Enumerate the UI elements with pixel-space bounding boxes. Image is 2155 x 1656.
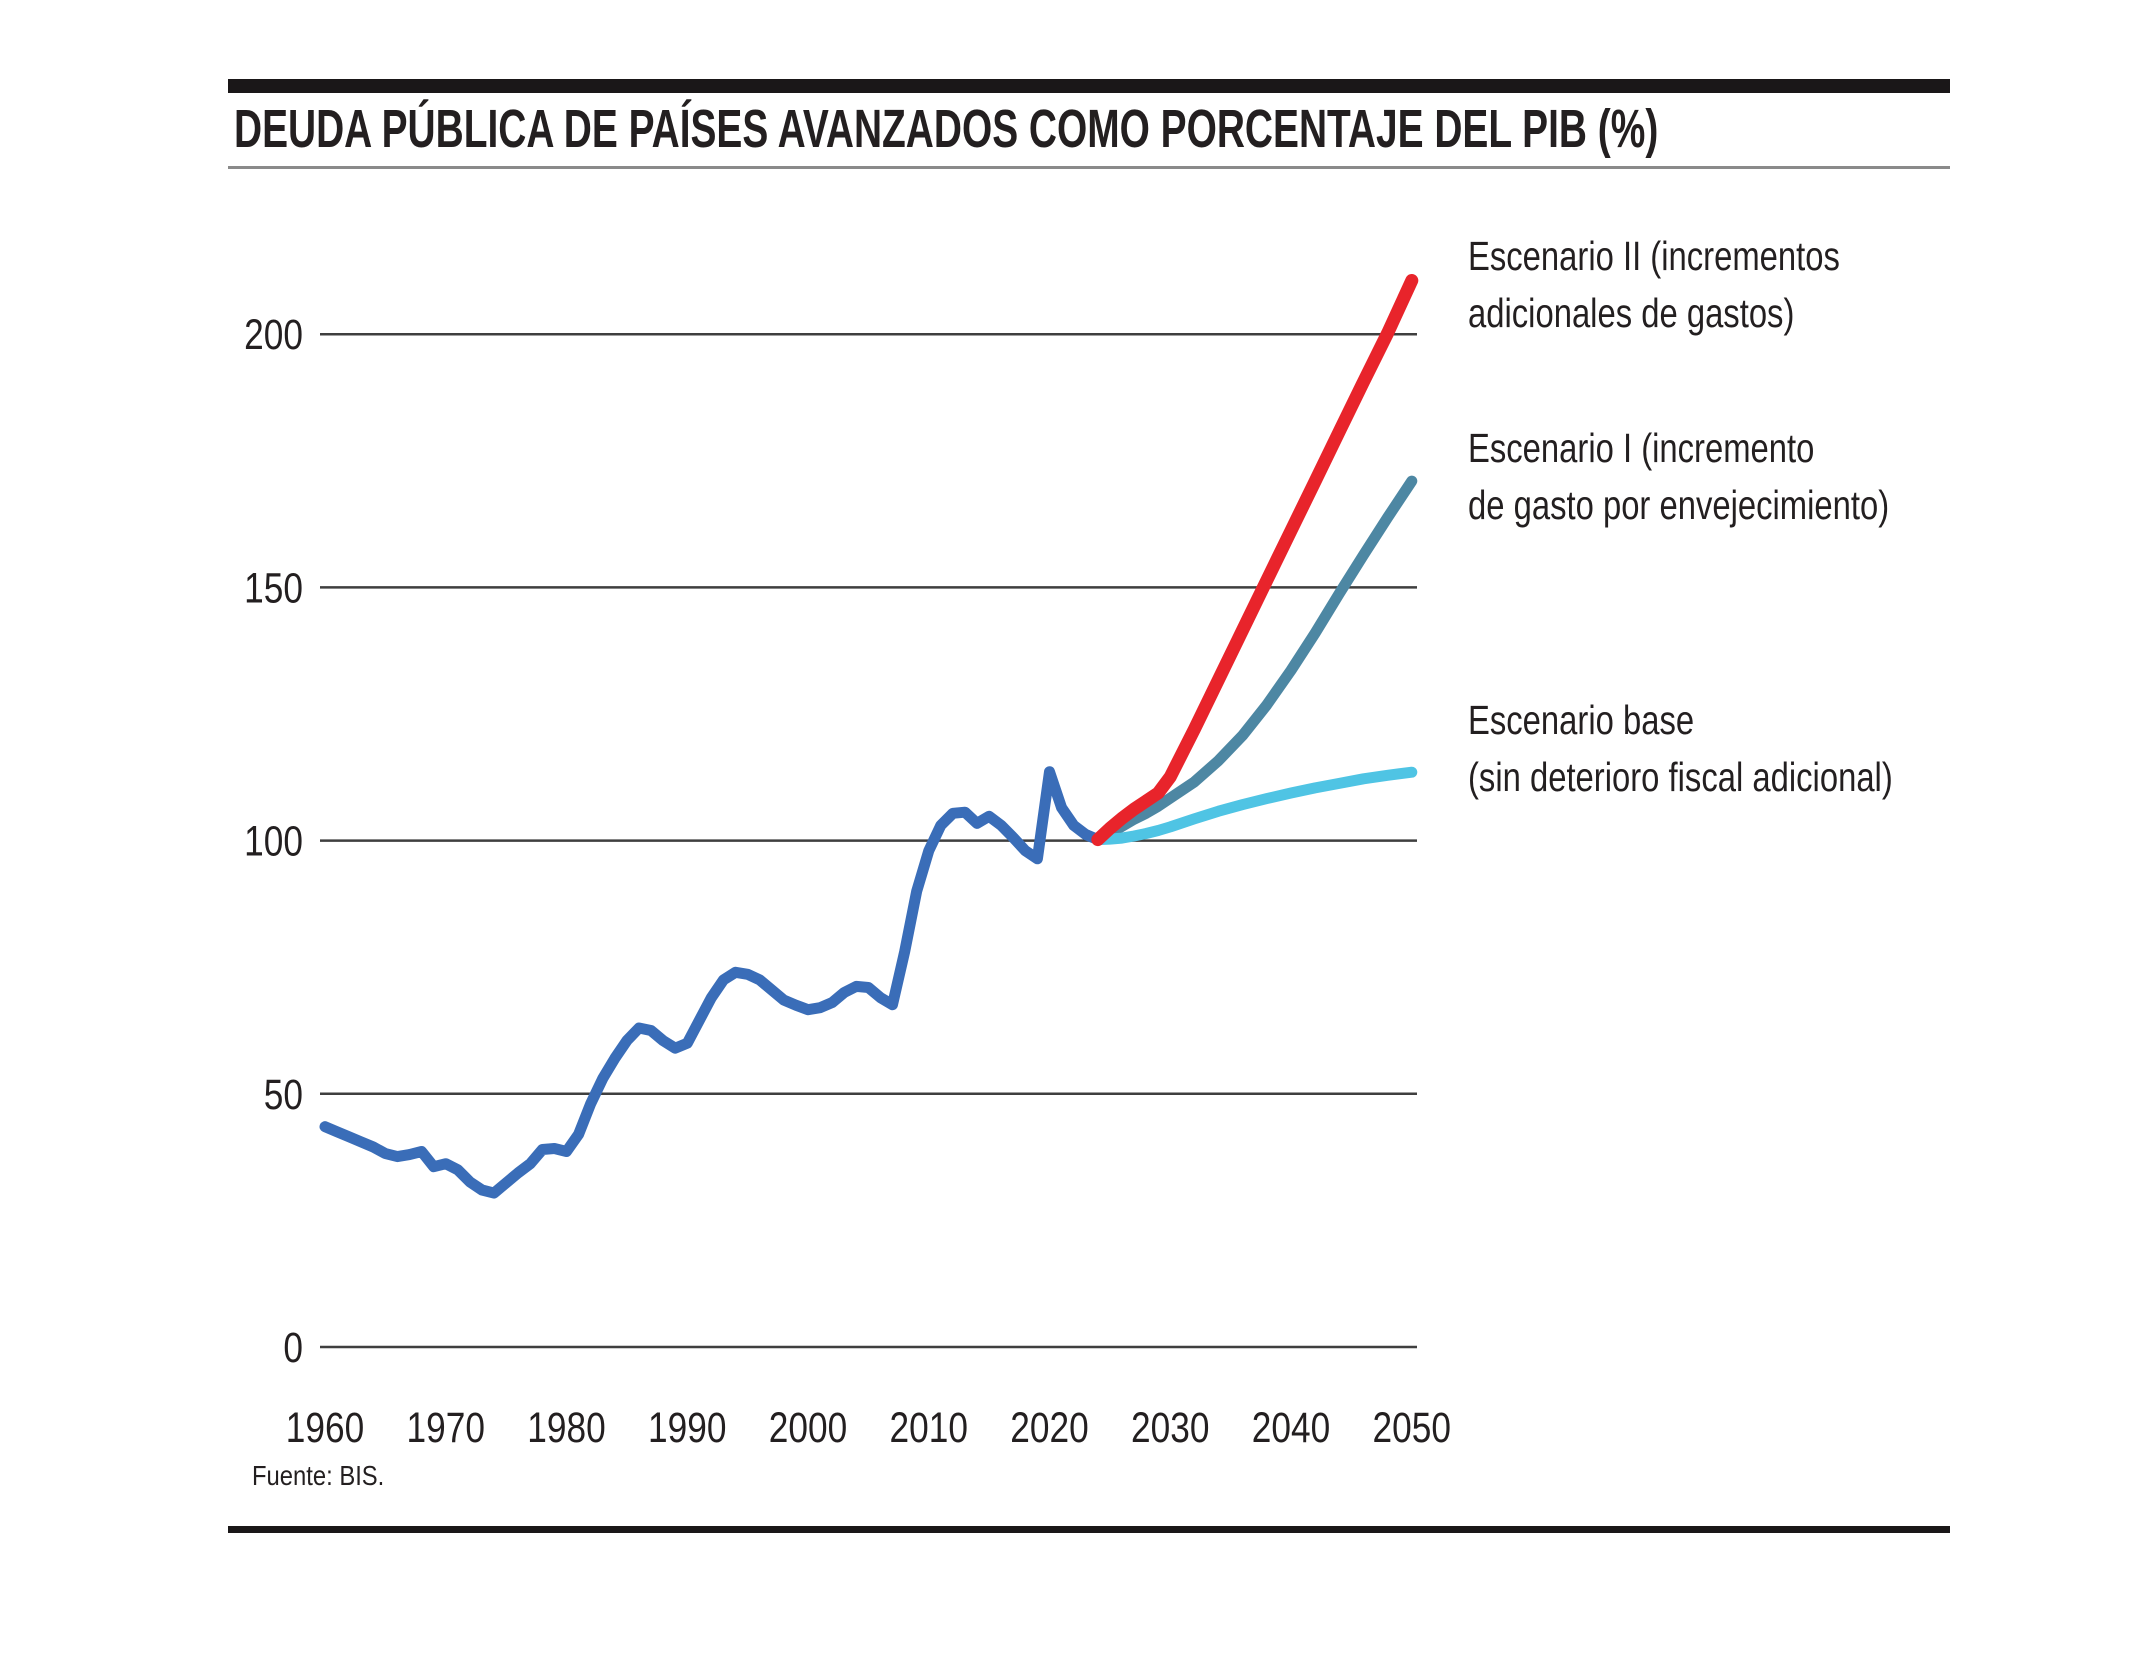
x-axis-label-1960: 1960	[286, 1404, 364, 1452]
x-axis-label-2010: 2010	[890, 1404, 968, 1452]
legend-escenario-base-line1: Escenario base	[1468, 697, 1695, 743]
y-axis-label-200: 200	[244, 311, 303, 359]
x-axis-label-1970: 1970	[407, 1404, 485, 1452]
legend-escenario-1-line1: Escenario I (incremento	[1468, 425, 1815, 471]
series-line-3	[1091, 274, 1419, 847]
legend-escenario-base: Escenario base (sin deterioro fiscal adi…	[1468, 692, 1893, 806]
x-axis-label-1990: 1990	[648, 1404, 726, 1452]
series-line-2	[1092, 766, 1418, 846]
legend-escenario-base-line2: (sin deterioro fiscal adicional)	[1468, 754, 1893, 800]
y-axis-label-50: 50	[264, 1071, 303, 1119]
x-axis-label-2000: 2000	[769, 1404, 847, 1452]
series-line-1	[1092, 475, 1418, 846]
legend-escenario-1-line2: de gasto por envejecimiento)	[1468, 482, 1890, 528]
x-axis-label-2050: 2050	[1373, 1404, 1451, 1452]
legend-escenario-2: Escenario II (incrementos adicionales de…	[1468, 228, 1840, 342]
x-axis-label-2030: 2030	[1131, 1404, 1209, 1452]
chart-title: DEUDA PÚBLICA DE PAÍSES AVANZADOS COMO P…	[234, 99, 1659, 159]
top-black-bar	[228, 79, 1950, 93]
x-axis-label-2040: 2040	[1252, 1404, 1330, 1452]
legend-escenario-2-line2: adicionales de gastos)	[1468, 290, 1795, 336]
x-axis-label-2020: 2020	[1010, 1404, 1088, 1452]
x-axis-label-1980: 1980	[527, 1404, 605, 1452]
y-axis-label-0: 0	[283, 1324, 303, 1372]
y-axis-label-100: 100	[244, 817, 303, 865]
source-note: Fuente: BIS.	[252, 1460, 385, 1491]
legend-escenario-2-line1: Escenario II (incrementos	[1468, 233, 1840, 279]
title-divider-rule	[228, 166, 1950, 169]
bottom-black-rule	[228, 1526, 1950, 1533]
y-axis-label-150: 150	[244, 564, 303, 612]
series-line-0	[319, 766, 1104, 1199]
legend-escenario-1: Escenario I (incremento de gasto por env…	[1468, 420, 1889, 534]
